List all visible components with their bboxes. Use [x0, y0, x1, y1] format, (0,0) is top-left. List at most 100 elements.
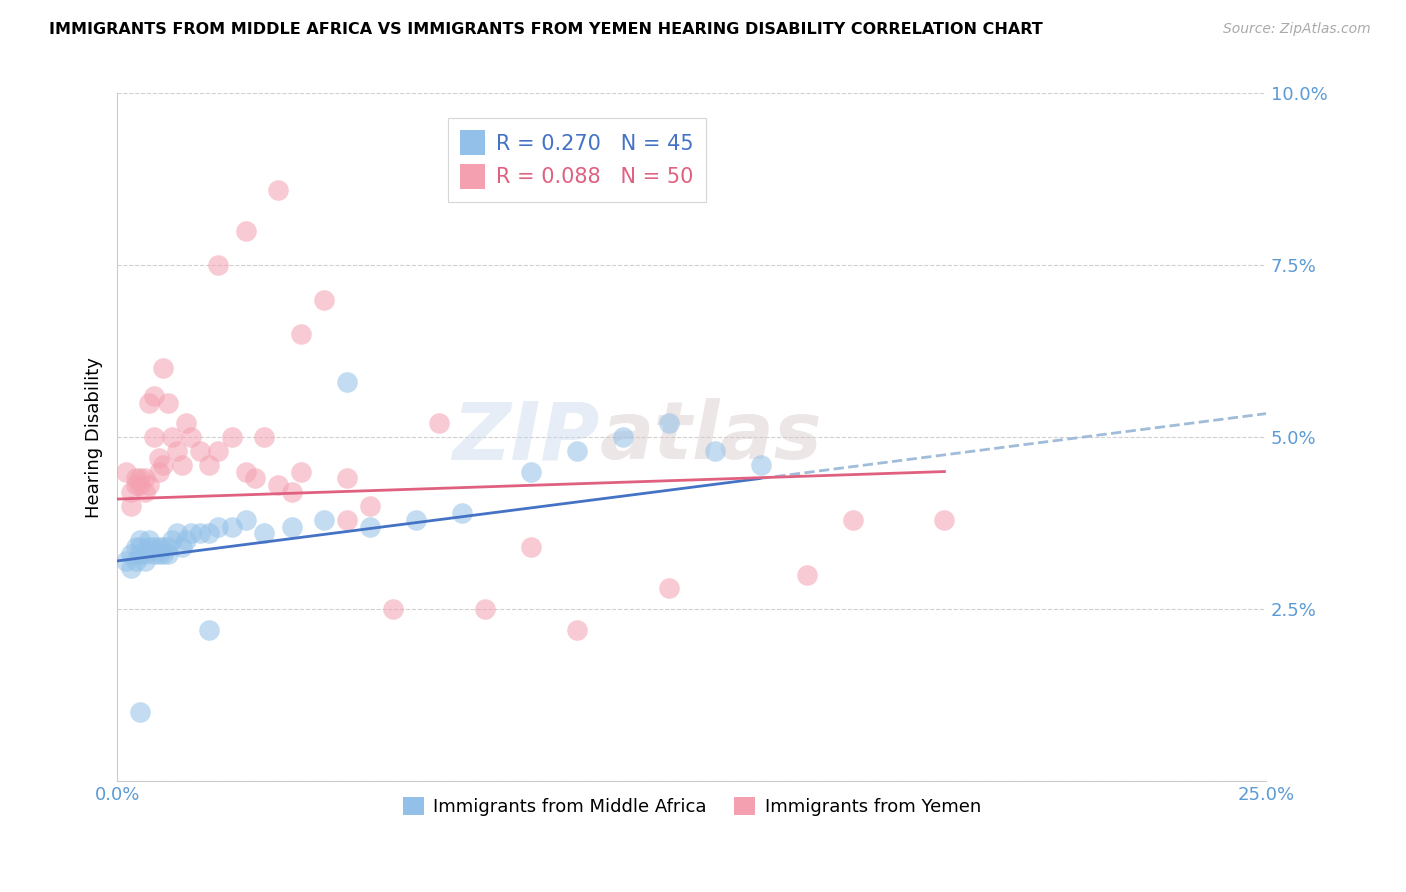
Point	[156, 547, 179, 561]
Point	[336, 513, 359, 527]
Point	[934, 513, 956, 527]
Point	[180, 526, 202, 541]
Point	[336, 375, 359, 389]
Point	[221, 519, 243, 533]
Point	[281, 519, 304, 533]
Point	[152, 361, 174, 376]
Point	[115, 554, 138, 568]
Y-axis label: Hearing Disability: Hearing Disability	[86, 357, 103, 517]
Point	[450, 506, 472, 520]
Text: ZIP: ZIP	[453, 398, 600, 476]
Point	[166, 444, 188, 458]
Text: IMMIGRANTS FROM MIDDLE AFRICA VS IMMIGRANTS FROM YEMEN HEARING DISABILITY CORREL: IMMIGRANTS FROM MIDDLE AFRICA VS IMMIGRA…	[49, 22, 1043, 37]
Point	[134, 485, 156, 500]
Point	[235, 513, 257, 527]
Point	[124, 554, 146, 568]
Point	[253, 430, 276, 444]
Legend: Immigrants from Middle Africa, Immigrants from Yemen: Immigrants from Middle Africa, Immigrant…	[395, 789, 988, 823]
Point	[188, 526, 211, 541]
Point	[174, 417, 197, 431]
Point	[120, 485, 142, 500]
Point	[198, 458, 221, 472]
Point	[474, 602, 496, 616]
Point	[124, 540, 146, 554]
Point	[170, 458, 193, 472]
Point	[152, 458, 174, 472]
Point	[565, 444, 588, 458]
Point	[129, 705, 152, 719]
Point	[243, 471, 266, 485]
Point	[148, 465, 170, 479]
Point	[381, 602, 404, 616]
Point	[142, 547, 165, 561]
Point	[281, 485, 304, 500]
Point	[134, 547, 156, 561]
Point	[235, 224, 257, 238]
Point	[198, 623, 221, 637]
Point	[207, 444, 229, 458]
Point	[148, 450, 170, 465]
Point	[166, 526, 188, 541]
Point	[138, 533, 160, 548]
Point	[290, 326, 312, 341]
Point	[138, 396, 160, 410]
Point	[796, 567, 818, 582]
Point	[129, 471, 152, 485]
Point	[703, 444, 725, 458]
Point	[359, 499, 381, 513]
Point	[120, 547, 142, 561]
Text: Source: ZipAtlas.com: Source: ZipAtlas.com	[1223, 22, 1371, 37]
Point	[124, 478, 146, 492]
Point	[207, 258, 229, 272]
Point	[156, 540, 179, 554]
Point	[658, 417, 681, 431]
Point	[148, 540, 170, 554]
Point	[427, 417, 450, 431]
Point	[207, 519, 229, 533]
Point	[124, 471, 146, 485]
Point	[129, 478, 152, 492]
Point	[336, 471, 359, 485]
Point	[290, 465, 312, 479]
Point	[156, 396, 179, 410]
Point	[148, 547, 170, 561]
Point	[405, 513, 427, 527]
Text: atlas: atlas	[600, 398, 823, 476]
Point	[312, 513, 335, 527]
Point	[142, 430, 165, 444]
Point	[174, 533, 197, 548]
Point	[129, 547, 152, 561]
Point	[138, 540, 160, 554]
Point	[749, 458, 772, 472]
Point	[134, 554, 156, 568]
Point	[142, 389, 165, 403]
Point	[134, 471, 156, 485]
Point	[520, 465, 543, 479]
Point	[188, 444, 211, 458]
Point	[152, 540, 174, 554]
Point	[170, 540, 193, 554]
Point	[312, 293, 335, 307]
Point	[129, 533, 152, 548]
Point	[359, 519, 381, 533]
Point	[841, 513, 863, 527]
Point	[267, 478, 290, 492]
Point	[142, 540, 165, 554]
Point	[115, 465, 138, 479]
Point	[565, 623, 588, 637]
Point	[198, 526, 221, 541]
Point	[221, 430, 243, 444]
Point	[235, 465, 257, 479]
Point	[120, 561, 142, 575]
Point	[520, 540, 543, 554]
Point	[129, 540, 152, 554]
Point	[162, 430, 184, 444]
Point	[152, 547, 174, 561]
Point	[120, 499, 142, 513]
Point	[267, 183, 290, 197]
Point	[138, 478, 160, 492]
Point	[612, 430, 634, 444]
Point	[162, 533, 184, 548]
Point	[658, 582, 681, 596]
Point	[180, 430, 202, 444]
